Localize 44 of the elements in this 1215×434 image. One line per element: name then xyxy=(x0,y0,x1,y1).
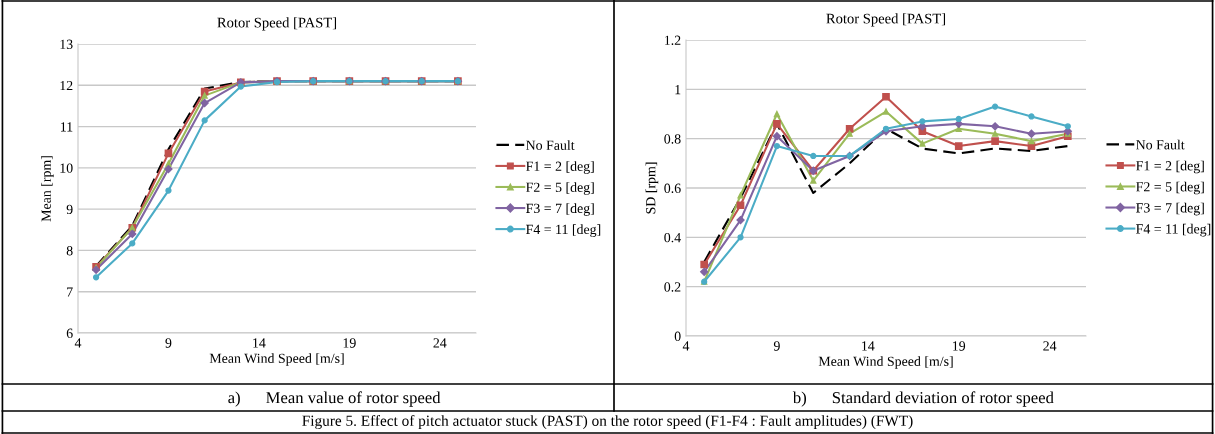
x-tick-label: 9 xyxy=(165,338,172,348)
x-axis-title: Mean Wind Speed [m/s] xyxy=(818,356,953,369)
y-tick-label: 0.2 xyxy=(664,282,681,292)
chart-title: Rotor Speed [PAST] xyxy=(826,13,946,27)
y-tick-label: 10 xyxy=(60,163,73,173)
legend-label: F4 = 11 [deg] xyxy=(1136,223,1211,237)
legend-label: F2 = 5 [deg] xyxy=(1136,181,1204,195)
x-tick-label: 9 xyxy=(773,341,780,351)
x-tick-label: 14 xyxy=(862,341,875,351)
legend-label: F2 = 5 [deg] xyxy=(526,182,594,195)
legend-label: F3 = 7 [deg] xyxy=(526,203,594,216)
y-tick-label: 8 xyxy=(66,246,73,256)
y-tick-label: 0.6 xyxy=(664,183,681,194)
y-tick-label: 6 xyxy=(66,328,73,338)
x-tick-label: 24 xyxy=(1043,341,1057,351)
x-axis-title: Mean Wind Speed [m/s] xyxy=(209,353,344,366)
text: b) Standard deviation of rotor speed xyxy=(792,391,1054,407)
caption: Figure 5. Effect of pitch actuator stuck (PAST) on the rotor speed (F1-F4 : Fault amplitudes) (FWT) xyxy=(302,414,913,430)
legend-label: F1 = 2 [deg] xyxy=(1136,160,1204,174)
chart-title: Rotor Speed [PAST] xyxy=(217,17,337,31)
y-tick-label: 13 xyxy=(60,39,73,49)
y-tick-label: 7 xyxy=(67,287,73,297)
x-tick-label: 19 xyxy=(953,341,966,351)
legend-label: F1 = 2 [deg] xyxy=(526,161,594,174)
y-tick-label: 11 xyxy=(60,122,73,132)
x-tick-label: 4 xyxy=(682,341,690,351)
y-tick-label: 12 xyxy=(60,80,73,91)
y-tick-label: 9 xyxy=(66,204,73,215)
text: a) Mean value of rotor speed xyxy=(228,391,441,407)
legend-label: F4 = 11 [deg] xyxy=(526,224,601,237)
y-axis-title: Mean [rpm] xyxy=(41,156,54,222)
x-tick-label: 19 xyxy=(343,338,356,348)
y-tick-label: 1 xyxy=(675,84,681,95)
legend-label: No Fault xyxy=(526,140,575,150)
legend-label: F3 = 7 [deg] xyxy=(1136,202,1204,216)
legend-label: No Fault xyxy=(1136,139,1185,150)
x-tick-label: 24 xyxy=(433,338,447,348)
x-tick-label: 4 xyxy=(74,338,82,348)
y-tick-label: 0.4 xyxy=(664,232,681,243)
y-tick-label: 0 xyxy=(674,331,681,341)
y-axis-title: SD [rpm] xyxy=(645,162,659,214)
y-tick-label: 1.2 xyxy=(665,35,681,46)
x-tick-label: 14 xyxy=(253,338,266,348)
y-tick-label: 0.8 xyxy=(664,134,681,144)
